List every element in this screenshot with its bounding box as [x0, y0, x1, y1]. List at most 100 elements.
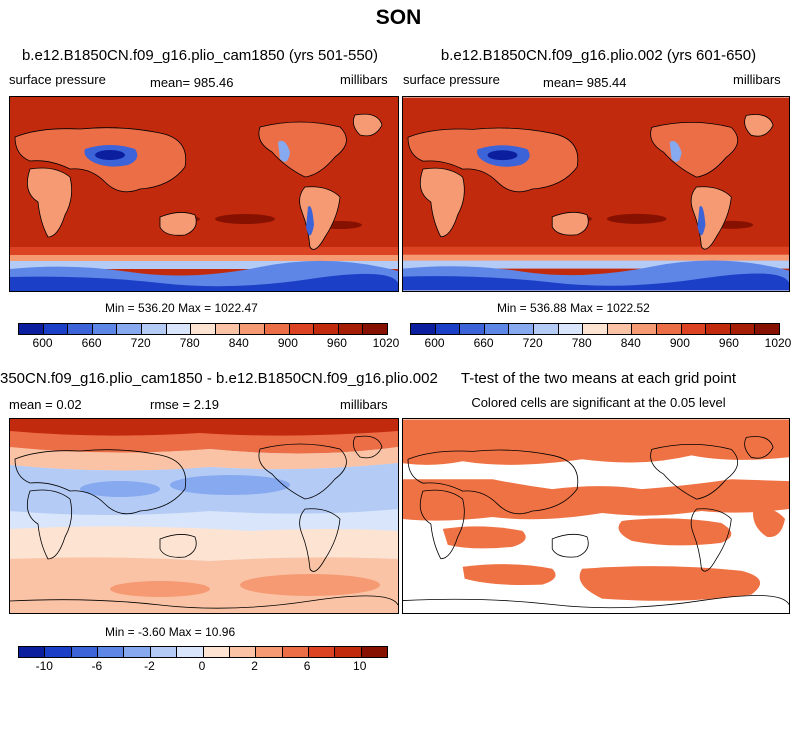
colorbar-tick-label: 840	[620, 336, 641, 350]
colorbar-swatch	[607, 324, 633, 334]
coast-australia	[551, 533, 589, 558]
colorbar-tr	[410, 323, 780, 335]
land-africa	[419, 167, 465, 238]
colorbar-swatch	[509, 324, 534, 334]
coast-eurasia	[14, 449, 187, 515]
colorbar-swatch	[191, 324, 216, 334]
mean-value: 0.02	[56, 397, 82, 412]
min-label: Min =	[497, 301, 527, 315]
land-north-america	[650, 121, 738, 178]
colorbar-swatch	[43, 324, 69, 334]
rockies-low	[669, 141, 682, 162]
land-australia	[551, 211, 589, 236]
min-label: Min =	[105, 625, 135, 639]
colorbar-swatch	[45, 647, 72, 657]
colorbar-swatch	[730, 324, 756, 334]
coast-eurasia	[407, 449, 579, 515]
rmse-value: 2.19	[193, 397, 220, 412]
coast-north-america	[258, 443, 347, 500]
colorbar-swatch	[71, 647, 99, 657]
colorbar-tick-label: -6	[91, 659, 103, 673]
min-value: 536.88	[530, 301, 567, 315]
colorbar-swatch	[124, 647, 151, 657]
high-s-pacific	[215, 214, 275, 224]
colorbar-swatch	[656, 324, 682, 334]
land-australia	[159, 212, 197, 236]
minmax-readout-tr: Min = 536.88 Max = 1022.52	[497, 301, 650, 315]
colorbar-swatch	[363, 324, 387, 334]
coast-greenland	[744, 436, 774, 459]
arctic-fringe	[10, 447, 398, 471]
coast-australia	[159, 534, 197, 558]
south-atlantic-max	[240, 574, 380, 596]
colorbar-swatch	[335, 647, 362, 657]
colorbar-swatch	[632, 324, 657, 334]
colorbar-tick-label: 960	[718, 336, 739, 350]
figure-title: SON	[375, 6, 422, 29]
colorbar-tick-label: -10	[35, 659, 53, 673]
colorbar-tick-label: 900	[277, 336, 298, 350]
colorbar-tick-label: 900	[669, 336, 690, 350]
panel-title-bl: 350CN.f09_g16.plio_cam1850 - b.e12.B1850…	[0, 370, 438, 387]
colorbar-swatch	[264, 324, 290, 334]
colorbar-swatch	[240, 324, 265, 334]
colorbar-tick-label: 600	[32, 336, 53, 350]
land-greenland	[352, 113, 383, 137]
colorbar-tick-label: 1020	[764, 336, 792, 350]
colorbar-swatch	[141, 324, 167, 334]
coast-antarctica	[403, 595, 789, 609]
colorbar-swatch	[338, 324, 364, 334]
colorbar-swatch	[177, 647, 204, 657]
min-value: 536.20	[138, 301, 175, 315]
land-africa	[26, 167, 73, 238]
sig-midlat-north	[403, 479, 789, 521]
colorbar-tick-label: 1020	[372, 336, 400, 350]
colorbar-swatch	[435, 324, 461, 334]
colorbar-swatch	[460, 324, 485, 334]
colorbar-swatch	[215, 324, 241, 334]
panel-title-tr: b.e12.B1850CN.f09_g16.plio.002 (yrs 601-…	[440, 47, 757, 64]
colorbar-swatch	[681, 324, 707, 334]
variable-label-tl: surface pressure	[9, 72, 106, 87]
colorbar-tick-label: 10	[353, 659, 367, 673]
colorbar-swatch	[98, 647, 125, 657]
map-surface-pressure-plio-002	[402, 96, 790, 292]
tibet-core	[95, 150, 125, 160]
colorbar-swatch	[117, 324, 142, 334]
band-south-3	[403, 260, 789, 269]
colorbar-swatch	[755, 324, 779, 334]
mean-label: mean=	[543, 75, 584, 90]
colorbar-swatch	[229, 647, 257, 657]
colorbar-swatch	[411, 324, 436, 334]
antarctica-core	[403, 273, 789, 291]
colorbar-swatch	[166, 324, 192, 334]
max-label: Max =	[570, 301, 604, 315]
max-value: 1022.47	[214, 301, 258, 315]
colorbar-tick-label: 6	[303, 659, 311, 673]
colorbar-bl	[18, 646, 388, 658]
panel-subtitle-br: Colored cells are significant at the 0.0…	[471, 395, 726, 410]
mean-value: 985.46	[193, 75, 234, 90]
south-positive	[10, 557, 398, 613]
rockies-low	[278, 140, 290, 162]
max-value: 1022.52	[606, 301, 650, 315]
colorbar-swatch	[533, 324, 559, 334]
colorbar-tick-label: 600	[424, 336, 445, 350]
asia-negative	[80, 481, 160, 497]
coast-north-america	[650, 443, 738, 500]
units-label-bl: millibars	[340, 397, 388, 412]
coast-africa	[26, 489, 73, 560]
mean-label: mean =	[9, 397, 53, 412]
map-difference	[9, 418, 399, 614]
colorbar-swatch	[583, 324, 608, 334]
rmse-readout-bl: rmse = 2.19	[150, 397, 219, 412]
colorbar-swatch	[68, 324, 93, 334]
colorbar-swatch	[706, 324, 731, 334]
colorbar-swatch	[308, 647, 336, 657]
band-south-2	[403, 254, 789, 263]
minmax-readout-bl: Min = -3.60 Max = 10.96	[105, 625, 235, 639]
colorbar-swatch	[19, 324, 44, 334]
panel-title-br: T-test of the two means at each grid poi…	[460, 370, 737, 387]
colorbar-swatch	[558, 324, 584, 334]
colorbar-tl	[18, 323, 388, 335]
